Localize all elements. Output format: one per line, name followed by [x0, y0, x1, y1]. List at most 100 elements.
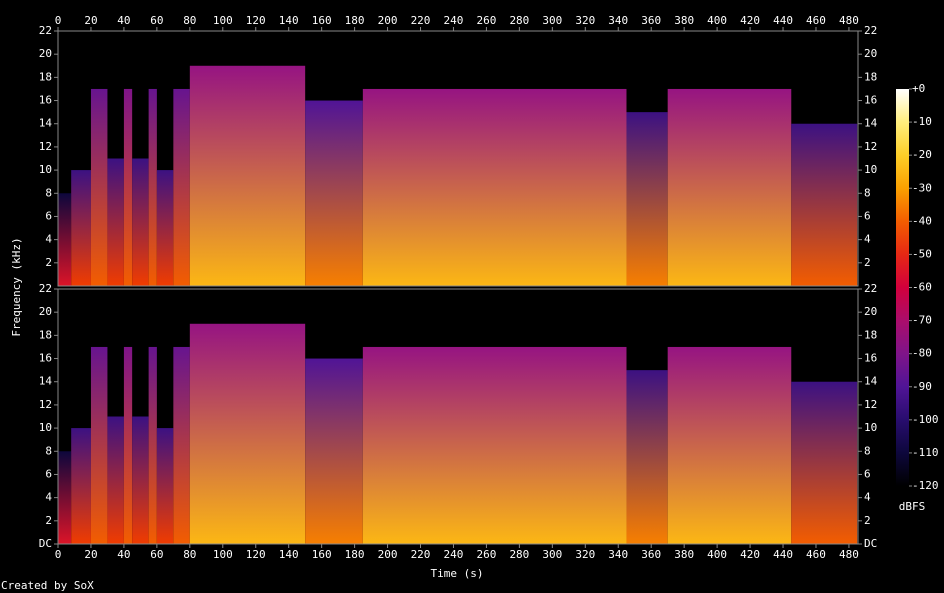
x-tick-label: 300 [542, 548, 562, 561]
x-tick-label: 440 [773, 548, 793, 561]
y-tick-label: 12 [864, 140, 877, 153]
y-tick-label: 10 [864, 421, 877, 434]
spectrum-segment [305, 100, 363, 286]
y-tick-label: 16 [864, 94, 877, 107]
colorbar-tick-label: -120 [912, 479, 939, 492]
x-tick-label: 460 [806, 14, 826, 27]
y-tick-label: 16 [864, 352, 877, 365]
x-tick-label: 380 [674, 14, 694, 27]
spectrum-segment [132, 416, 149, 544]
y-tick-label: 8 [864, 186, 871, 199]
y-tick-label: DC [39, 537, 52, 550]
colorbar-tick-label: -80 [912, 347, 932, 360]
y-tick-label: 16 [39, 352, 52, 365]
x-tick-label: 420 [740, 548, 760, 561]
spectrum-segment [173, 346, 190, 544]
x-tick-label: 120 [246, 14, 266, 27]
x-tick-label: 200 [378, 548, 398, 561]
colorbar-tick-label: -70 [912, 314, 932, 327]
y-tick-label: 2 [864, 256, 871, 269]
spectrum-segment [362, 346, 627, 544]
spectrum-segment [791, 123, 858, 287]
x-tick-label: 220 [411, 14, 431, 27]
y-tick-label: 22 [864, 282, 877, 295]
x-tick-label: 280 [509, 14, 529, 27]
y-tick-label: 14 [39, 375, 53, 388]
x-tick-label: 480 [839, 548, 859, 561]
y-tick-label: 12 [39, 398, 52, 411]
spectrum-segment [189, 323, 306, 544]
x-tick-label: 360 [641, 14, 661, 27]
y-tick-label: 20 [864, 47, 877, 60]
x-tick-label: 260 [476, 14, 496, 27]
spectrum-segment [148, 346, 157, 544]
spectrum-segment [90, 346, 108, 544]
spectrum-segment [71, 428, 91, 544]
y-tick-label: 20 [39, 47, 52, 60]
y-tick-label: 4 [864, 491, 871, 504]
spectrum-segment [173, 88, 190, 286]
colorbar-tick-label: -40 [912, 214, 932, 227]
spectrum-segment [107, 416, 124, 544]
y-tick-label: 6 [45, 467, 52, 480]
x-tick-label: 220 [411, 548, 431, 561]
spectrum-segment [123, 346, 133, 544]
y-tick-label: 4 [864, 233, 871, 246]
spectrum-segment [305, 358, 363, 544]
y-tick-label: 20 [864, 305, 877, 318]
spectrum-segment [189, 65, 306, 286]
x-tick-label: 320 [575, 548, 595, 561]
spectrum-segment [156, 428, 174, 544]
y-tick-label: 8 [864, 444, 871, 457]
y-tick-label: 14 [39, 117, 53, 130]
y-tick-label: 12 [864, 398, 877, 411]
spectrum-segment [71, 170, 91, 286]
x-tick-label: 400 [707, 548, 727, 561]
x-tick-label: 280 [509, 548, 529, 561]
x-tick-label: 140 [279, 14, 299, 27]
x-tick-label: 240 [444, 548, 464, 561]
spectrum-segment [123, 88, 133, 286]
spectrum-segment [667, 88, 792, 286]
x-tick-label: 120 [246, 548, 266, 561]
spectrum-segment [626, 112, 668, 287]
x-tick-label: 440 [773, 14, 793, 27]
y-tick-label: 2 [864, 514, 871, 527]
footer: Created by SoX [1, 579, 94, 592]
x-tick-label: 200 [378, 14, 398, 27]
colorbar-tick-label: +0 [912, 82, 925, 95]
y-tick-label: 20 [39, 305, 52, 318]
x-tick-label: 180 [345, 548, 365, 561]
x-tick-label: 480 [839, 14, 859, 27]
x-tick-label: 60 [150, 14, 163, 27]
x-tick-label: 60 [150, 548, 163, 561]
y-tick-label: 6 [45, 209, 52, 222]
x-tick-label: 360 [641, 548, 661, 561]
spectrum-segment [58, 193, 72, 286]
x-tick-label: 100 [213, 548, 233, 561]
y-tick-label: 8 [45, 186, 52, 199]
colorbar-tick-label: -20 [912, 148, 932, 161]
y-tick-label: 12 [39, 140, 52, 153]
y-tick-label: 10 [39, 421, 52, 434]
y-tick-label: 18 [864, 328, 877, 341]
spectrum-segment [667, 346, 792, 544]
x-tick-label: 20 [84, 548, 97, 561]
x-tick-label: 160 [312, 548, 332, 561]
x-tick-label: 420 [740, 14, 760, 27]
x-tick-label: 300 [542, 14, 562, 27]
y-tick-label: 10 [39, 163, 52, 176]
x-tick-label: 80 [183, 548, 196, 561]
spectrum-segment [626, 370, 668, 544]
y-tick-label: 2 [45, 514, 52, 527]
spectrum-segment [148, 88, 157, 286]
y-tick-label: 18 [39, 328, 52, 341]
x-tick-label: 380 [674, 548, 694, 561]
y-tick-label: 6 [864, 209, 871, 222]
y-tick-label: 16 [39, 94, 52, 107]
x-tick-label: 340 [608, 548, 628, 561]
colorbar-tick-label: -100 [912, 413, 939, 426]
colorbar [896, 89, 909, 486]
colorbar-tick-label: -50 [912, 247, 932, 260]
